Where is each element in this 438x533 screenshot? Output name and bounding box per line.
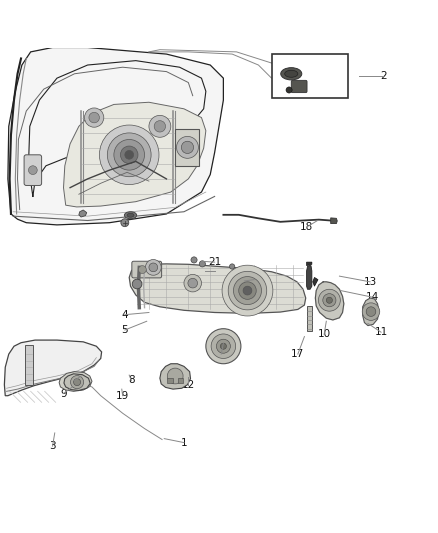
Circle shape xyxy=(120,146,138,164)
Circle shape xyxy=(149,263,158,272)
Circle shape xyxy=(366,307,376,317)
Text: 18: 18 xyxy=(300,222,313,232)
Circle shape xyxy=(114,140,145,170)
Circle shape xyxy=(188,278,198,288)
Bar xyxy=(307,306,312,332)
Polygon shape xyxy=(4,340,102,395)
Circle shape xyxy=(243,286,252,295)
Polygon shape xyxy=(8,47,223,225)
Circle shape xyxy=(99,125,159,184)
Ellipse shape xyxy=(124,212,137,219)
FancyBboxPatch shape xyxy=(175,128,199,166)
Circle shape xyxy=(222,265,273,316)
Text: 11: 11 xyxy=(374,327,388,337)
Polygon shape xyxy=(363,298,379,326)
Text: 1: 1 xyxy=(180,438,187,448)
Circle shape xyxy=(211,334,236,359)
Polygon shape xyxy=(160,364,191,389)
Circle shape xyxy=(74,378,81,386)
Polygon shape xyxy=(129,264,306,313)
Polygon shape xyxy=(307,265,312,289)
Text: 16: 16 xyxy=(208,266,221,276)
Polygon shape xyxy=(59,372,92,391)
Circle shape xyxy=(233,277,261,304)
Circle shape xyxy=(239,282,256,300)
Ellipse shape xyxy=(285,70,298,77)
Text: 5: 5 xyxy=(121,325,128,335)
Circle shape xyxy=(323,294,336,307)
Circle shape xyxy=(85,108,104,127)
Text: 19: 19 xyxy=(116,391,129,401)
Circle shape xyxy=(318,289,340,311)
Text: 10: 10 xyxy=(318,329,331,340)
Circle shape xyxy=(154,120,166,132)
FancyBboxPatch shape xyxy=(291,80,307,93)
Ellipse shape xyxy=(127,213,134,217)
Text: 4: 4 xyxy=(121,310,128,320)
Bar xyxy=(178,378,183,383)
Circle shape xyxy=(220,343,226,349)
FancyBboxPatch shape xyxy=(24,155,42,185)
Text: 8: 8 xyxy=(128,375,135,385)
Polygon shape xyxy=(315,282,344,320)
Text: 6: 6 xyxy=(71,375,78,385)
Text: 21: 21 xyxy=(208,257,221,267)
Polygon shape xyxy=(313,278,318,286)
Text: 17: 17 xyxy=(291,349,304,359)
Bar xyxy=(25,345,33,385)
Circle shape xyxy=(121,219,129,227)
Polygon shape xyxy=(79,210,87,217)
Circle shape xyxy=(167,368,183,384)
Circle shape xyxy=(149,115,171,138)
Circle shape xyxy=(177,136,198,158)
Bar xyxy=(167,378,173,383)
Bar xyxy=(272,54,348,98)
Polygon shape xyxy=(64,374,90,391)
Circle shape xyxy=(228,271,267,310)
Text: 15: 15 xyxy=(247,274,261,285)
FancyBboxPatch shape xyxy=(132,261,162,278)
Text: 13: 13 xyxy=(364,277,377,287)
Text: 14: 14 xyxy=(366,292,379,302)
Text: 3: 3 xyxy=(49,441,56,451)
Circle shape xyxy=(28,166,37,174)
Circle shape xyxy=(89,112,99,123)
Circle shape xyxy=(286,87,292,93)
Circle shape xyxy=(184,274,201,292)
Circle shape xyxy=(132,279,142,289)
Circle shape xyxy=(107,133,151,177)
Text: 12: 12 xyxy=(182,379,195,390)
Circle shape xyxy=(125,150,134,159)
Circle shape xyxy=(326,297,332,303)
Text: 9: 9 xyxy=(60,389,67,399)
Circle shape xyxy=(362,303,380,320)
Circle shape xyxy=(191,257,197,263)
Circle shape xyxy=(181,141,194,154)
Circle shape xyxy=(138,265,146,273)
Circle shape xyxy=(216,339,230,353)
Text: 7: 7 xyxy=(218,349,225,359)
Circle shape xyxy=(71,376,84,389)
Polygon shape xyxy=(331,218,337,223)
Circle shape xyxy=(230,264,235,269)
Circle shape xyxy=(206,329,241,364)
Circle shape xyxy=(145,260,161,275)
Ellipse shape xyxy=(281,68,302,80)
Polygon shape xyxy=(64,102,206,207)
Polygon shape xyxy=(307,262,312,265)
Text: 2: 2 xyxy=(380,71,387,81)
Circle shape xyxy=(199,261,205,267)
